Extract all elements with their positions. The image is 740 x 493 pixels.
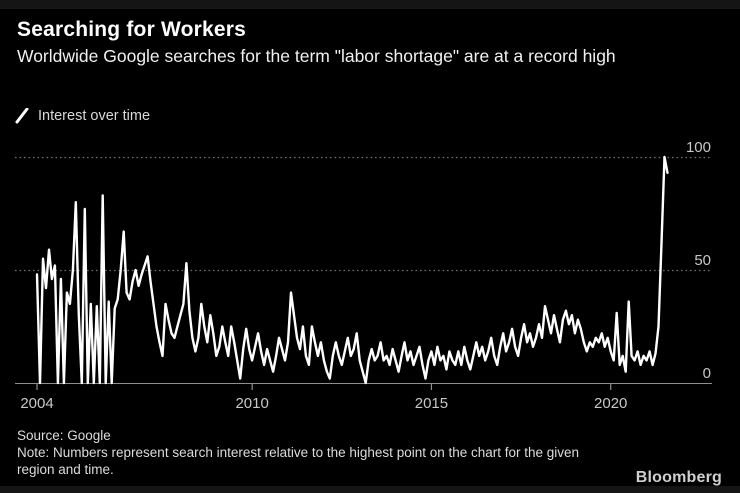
chart-footer: Source: Google Note: Numbers represent s… — [17, 428, 595, 478]
legend-label: Interest over time — [38, 108, 151, 124]
x-tick-label-2015: 2015 — [415, 395, 448, 412]
chart-title: Searching for Workers — [17, 18, 247, 41]
source-text: Source: Google — [17, 428, 111, 443]
x-tick-label-2010: 2010 — [235, 395, 268, 412]
chart-subtitle: Worldwide Google searches for the term "… — [17, 46, 616, 66]
line-slash-icon — [15, 108, 30, 124]
bloomberg-logo: Bloomberg — [635, 469, 722, 486]
legend: Interest over time — [15, 108, 150, 124]
top-edge-strip — [0, 0, 740, 9]
x-tick-label-2020: 2020 — [594, 395, 627, 412]
interest-line-series — [35, 155, 669, 385]
note-text: Note: Numbers represent search interest … — [17, 445, 580, 477]
y-tick-label-100: 100 — [686, 139, 711, 156]
y-tick-label-50: 50 — [694, 252, 711, 269]
x-tick-label-2004: 2004 — [20, 395, 53, 412]
y-tick-label-0: 0 — [703, 365, 711, 382]
bottom-edge-strip — [0, 486, 740, 493]
